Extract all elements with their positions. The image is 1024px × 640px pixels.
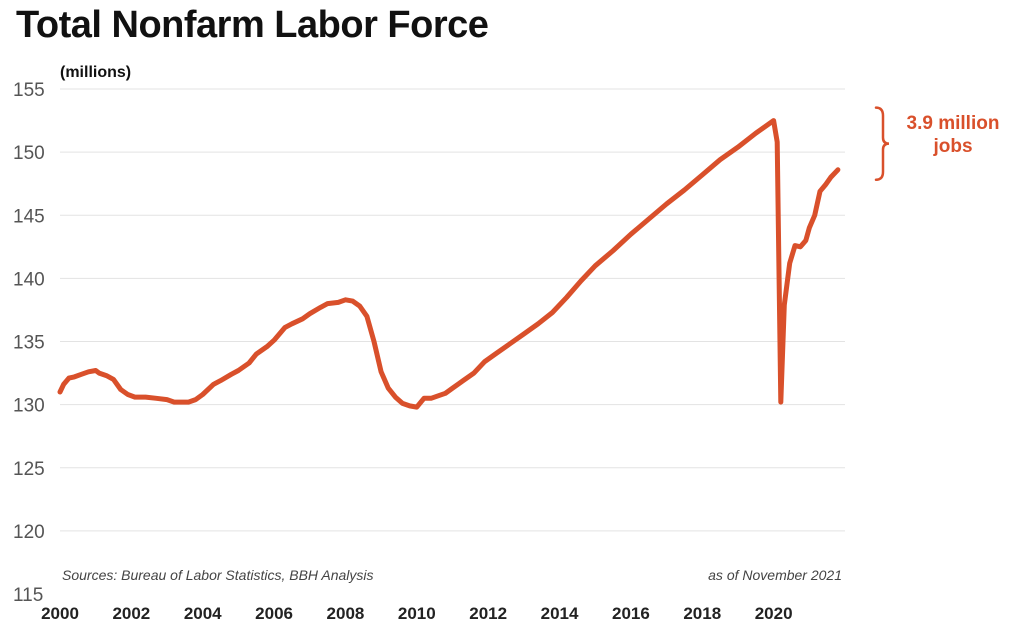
gridlines [60, 88, 845, 532]
x-tick-label: 2008 [327, 604, 365, 623]
chart-title: Total Nonfarm Labor Force [16, 4, 489, 46]
annotation-line2: jobs [933, 136, 973, 157]
y-tick-label: 140 [13, 269, 45, 290]
x-tick-label: 2000 [41, 604, 79, 623]
y-tick-label: 130 [13, 396, 45, 417]
y-tick-label: 125 [13, 459, 45, 480]
x-tick-label: 2018 [683, 604, 721, 623]
as-of-note: as of November 2021 [708, 567, 842, 583]
labor-force-line [57, 118, 841, 410]
y-tick-label: 155 [13, 80, 45, 101]
annotation-text: 3.9 million jobs [893, 112, 1013, 158]
y-tick-label: 150 [13, 143, 45, 164]
x-tick-label: 2016 [612, 604, 650, 623]
x-tick-label: 2014 [541, 604, 579, 623]
x-tick-label: 2006 [255, 604, 293, 623]
annotation-brace [874, 106, 890, 182]
x-axis-ticks: 2000 2002 2004 2006 2008 2010 2012 2014 2016 2018… [41, 604, 792, 623]
x-tick-label: 2010 [398, 604, 436, 623]
x-tick-label: 2020 [755, 604, 793, 623]
source-note: Sources: Bureau of Labor Statistics, BBH… [62, 567, 374, 583]
x-tick-label: 2004 [184, 604, 222, 623]
x-tick-label: 2002 [112, 604, 150, 623]
x-tick-label: 2012 [469, 604, 507, 623]
y-tick-label: 120 [13, 522, 45, 543]
y-tick-label: 145 [13, 206, 45, 227]
y-axis-units-label: (millions) [60, 64, 132, 81]
y-tick-label: 135 [13, 333, 45, 354]
y-tick-label: 115 [13, 585, 43, 606]
y-axis-ticks: 115 120 125 130 135 140 145 150 155 [13, 80, 45, 606]
annotation-line1: 3.9 million [906, 113, 1000, 134]
